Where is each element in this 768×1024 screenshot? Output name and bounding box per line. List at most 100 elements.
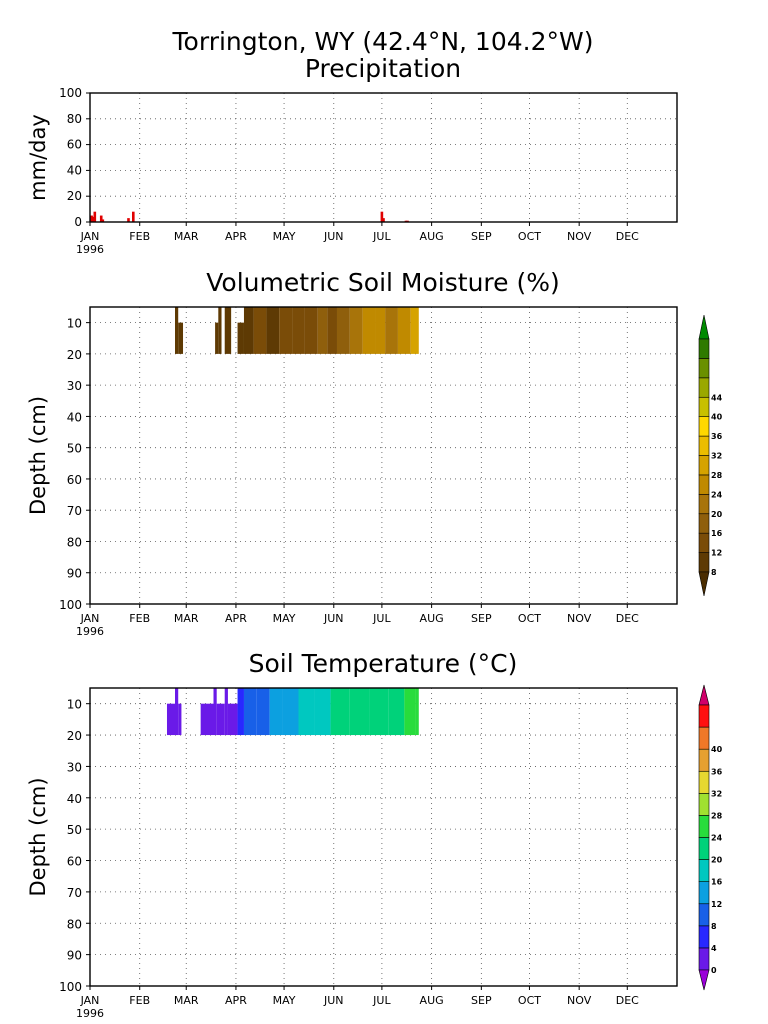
moisture-colorbar: 8 12 16 20 24 28 32 36 40 44: [698, 314, 723, 597]
temperature-cell: [404, 688, 416, 736]
temperature-colorbar-bottom-arrow: [698, 969, 710, 991]
temperature-cell: [166, 703, 176, 736]
precip-month-label-jun: JUN: [323, 230, 344, 243]
moisture-y-tick-label: 30: [67, 379, 82, 393]
moisture-colorbar-label: 8: [711, 568, 717, 577]
moisture-month-label-feb: FEB: [129, 612, 150, 625]
temperature-colorbar-swatch: [698, 748, 710, 772]
moisture-y-tick-label: 90: [67, 567, 82, 581]
temperature-colorbar-label: 0: [711, 966, 717, 975]
precip-bar: [380, 211, 384, 222]
temperature-colorbar-swatch: [698, 770, 710, 794]
temperature-y-tick-label: 50: [67, 823, 82, 837]
moisture-month-label-apr: APR: [225, 612, 247, 625]
moisture-colorbar-swatch: [698, 552, 710, 573]
temperature-colorbar-label: 24: [711, 834, 723, 843]
moisture-year-label: 1996: [76, 625, 104, 638]
precip-year-label: 1996: [76, 243, 104, 256]
temperature-month-label-sep: SEP: [471, 994, 492, 1007]
temperature-month-label-apr: APR: [225, 994, 247, 1007]
moisture-y-tick-label: 40: [67, 410, 82, 424]
temperature-cell: [216, 703, 225, 736]
moisture-cell: [397, 307, 411, 354]
temperature-y-tick-label: 40: [67, 792, 82, 806]
temperature-colorbar-label: 16: [711, 878, 723, 887]
temperature-cell: [349, 688, 370, 736]
moisture-colorbar-swatch: [698, 377, 710, 398]
precip-month-label-oct: OCT: [518, 230, 541, 243]
moisture-colorbar-label: 36: [711, 432, 723, 441]
moisture-cell: [362, 307, 376, 354]
temperature-cell: [256, 688, 270, 736]
precip-month-label-jul: JUL: [372, 230, 391, 243]
temperature-month-label-nov: NOV: [567, 994, 592, 1007]
moisture-colorbar-swatch: [698, 358, 710, 379]
temperature-cell: [175, 688, 179, 736]
temperature-cell: [200, 703, 214, 736]
moisture-colorbar-swatch: [698, 435, 710, 456]
moisture-cell: [349, 307, 363, 354]
moisture-colorbar-bottom-arrow: [698, 571, 710, 597]
temperature-y-tick-label: 30: [67, 760, 82, 774]
temperature-y-tick-label: 80: [67, 917, 82, 931]
temperature-month-label-jan: JAN: [80, 994, 100, 1007]
moisture-colorbar-top-arrow: [698, 314, 710, 340]
moisture-cell: [175, 307, 179, 354]
temperature-colorbar-label: 40: [711, 745, 723, 754]
moisture-cell: [253, 307, 267, 354]
temperature-cell: [243, 688, 257, 736]
temperature-y-tick-label: 60: [67, 855, 82, 869]
moisture-cell: [410, 307, 419, 354]
precip-title: Precipitation: [305, 54, 461, 83]
temperature-month-label-jun: JUN: [323, 994, 344, 1007]
moisture-month-label-dec: DEC: [616, 612, 639, 625]
temperature-colorbar-label: 20: [711, 856, 723, 865]
temperature-cell: [213, 688, 217, 736]
moisture-cell: [336, 307, 350, 354]
moisture-month-label-jul: JUL: [372, 612, 391, 625]
moisture-month-label-jan: JAN: [80, 612, 100, 625]
precip-y-tick-label: 20: [67, 189, 82, 203]
temperature-cell: [224, 688, 228, 736]
precip-month-label-nov: NOV: [567, 230, 592, 243]
precip-bar: [91, 216, 95, 222]
precip-month-label-may: MAY: [273, 230, 296, 243]
temperature-colorbar-swatch: [698, 726, 710, 750]
moisture-cell: [327, 307, 337, 354]
moisture-colorbar-swatch: [698, 416, 710, 437]
moisture-cell: [266, 307, 280, 354]
moisture-cell: [215, 322, 219, 354]
temperature-colorbar-label: 12: [711, 900, 722, 909]
moisture-colorbar-label: 40: [711, 413, 723, 422]
precip-month-label-feb: FEB: [129, 230, 150, 243]
moisture-cell: [243, 307, 254, 354]
moisture-colorbar-swatch: [698, 494, 710, 515]
moisture-y-axis-label: Depth (cm): [26, 396, 50, 515]
precip-bar: [99, 215, 103, 222]
precip-month-label-dec: DEC: [616, 230, 639, 243]
moisture-colorbar-label: 12: [711, 549, 722, 558]
precip-bar: [101, 219, 105, 222]
moisture-month-label-nov: NOV: [567, 612, 592, 625]
temperature-cell: [298, 688, 315, 736]
temperature-y-tick-label: 10: [67, 698, 82, 712]
precip-month-label-sep: SEP: [471, 230, 492, 243]
temperature-month-label-mar: MAR: [174, 994, 199, 1007]
temperature-month-label-aug: AUG: [420, 994, 444, 1007]
moisture-colorbar-label: 28: [711, 471, 723, 480]
temperature-cell: [269, 688, 283, 736]
precip-bar: [93, 211, 97, 222]
temperature-colorbar-swatch: [698, 859, 710, 882]
precip-y-axis-label: mm/day: [26, 114, 50, 201]
moisture-cell: [375, 307, 386, 354]
precip-y-tick-label: 100: [59, 86, 82, 100]
temperature-colorbar-label: 4: [711, 944, 717, 953]
temperature-colorbar-swatch: [698, 837, 710, 860]
moisture-colorbar-swatch: [698, 338, 710, 359]
temperature-colorbar-swatch: [698, 815, 710, 838]
moisture-colorbar-label: 44: [711, 393, 723, 402]
moisture-cell: [237, 322, 244, 354]
precip-month-label-mar: MAR: [174, 230, 199, 243]
precip-bar: [90, 215, 93, 222]
precip-bar: [132, 211, 135, 222]
